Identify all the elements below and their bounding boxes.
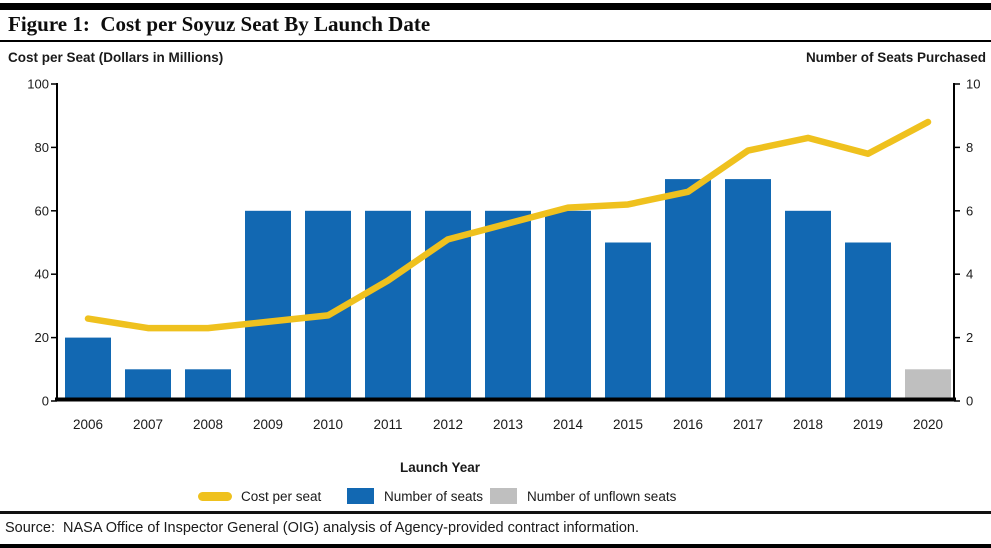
- legend-item-number-of-seats: Number of seats: [347, 486, 483, 506]
- bar-2013: [485, 210, 531, 401]
- left-axis-tick-label: 100: [27, 77, 49, 92]
- x-axis-tick-label: 2017: [733, 417, 763, 432]
- x-axis-tick-label: 2008: [193, 417, 223, 432]
- bar-2020: [905, 369, 951, 401]
- bar-2011: [365, 210, 411, 401]
- x-axis-tick-label: 2012: [433, 417, 463, 432]
- right-axis-tick-label: 2: [966, 330, 973, 345]
- bottom-border-rule: [0, 544, 991, 548]
- left-axis-tick-label: 40: [35, 267, 49, 282]
- x-axis-tick-labels: 2006 2007 2008 2009 2010 2011 2012 2013 2014 2015…: [73, 417, 943, 432]
- legend-label-number-of-seats: Number of seats: [384, 488, 484, 504]
- x-axis-tick-label: 2013: [493, 417, 523, 432]
- source-note: Source: NASA Office of Inspector General…: [5, 520, 639, 536]
- x-axis-tick-label: 2014: [553, 417, 584, 432]
- right-axis-tick-label: 0: [966, 394, 973, 409]
- x-axis-tick-label: 2016: [673, 417, 703, 432]
- x-axis-title: Launch Year: [399, 460, 481, 475]
- bar-2015: [605, 242, 651, 401]
- legend-label-cost-per-seat: Cost per seat: [241, 488, 322, 504]
- top-border-rule: [0, 3, 991, 10]
- bar-2009: [245, 210, 291, 401]
- right-axis-title: Number of Seats Purchased: [805, 50, 986, 65]
- number-of-seats-swatch: [347, 488, 374, 504]
- left-axis-tick-label: 20: [35, 330, 49, 345]
- left-axis-tick-label: 0: [42, 394, 49, 409]
- x-axis-tick-label: 2010: [313, 417, 343, 432]
- x-axis-tick-label: 2007: [133, 417, 163, 432]
- right-axis-tick-label: 6: [966, 203, 973, 218]
- x-axis-line: [55, 397, 956, 402]
- x-axis-tick-label: 2006: [73, 417, 103, 432]
- left-axis-tick-label: 60: [35, 203, 49, 218]
- figure-title: Figure 1: Cost per Soyuz Seat By Launch …: [8, 12, 431, 36]
- x-axis-tick-label: 2011: [373, 417, 402, 432]
- legend-item-number-of-unflown-seats: Number of unflown seats: [490, 486, 676, 506]
- legend-label-number-of-unflown-seats: Number of unflown seats: [527, 488, 677, 504]
- cost-per-seat-line-swatch: [198, 491, 232, 501]
- left-axis-title: Cost per Seat (Dollars in Millions): [8, 50, 224, 65]
- bars-number-of-seats: [65, 179, 891, 401]
- bar-2016: [665, 179, 711, 401]
- right-axis-tick-label: 10: [966, 77, 980, 92]
- bar-2014: [545, 210, 591, 401]
- left-axis-tick-label: 80: [35, 140, 49, 155]
- x-axis-tick-label: 2015: [613, 417, 643, 432]
- right-axis-tick-label: 4: [966, 267, 973, 282]
- bar-2018: [785, 210, 831, 401]
- left-axis-ticks: 0 20 40 60 80 100: [27, 77, 57, 409]
- bar-2017: [725, 179, 771, 401]
- bar-2006: [65, 337, 111, 401]
- number-of-unflown-seats-swatch: [490, 488, 517, 504]
- x-axis-tick-label: 2009: [253, 417, 283, 432]
- title-underline-rule: [0, 40, 991, 42]
- right-axis-tick-label: 8: [966, 140, 973, 155]
- bar-2007: [125, 369, 171, 401]
- bar-2008: [185, 369, 231, 401]
- legend-item-cost-per-seat: Cost per seat: [198, 486, 321, 506]
- x-axis-tick-label: 2018: [793, 417, 823, 432]
- source-divider-rule: [0, 511, 991, 514]
- cost-per-seat-line: [84, 118, 932, 332]
- bars-number-of-unflown-seats: [905, 369, 951, 401]
- bar-2019: [845, 242, 891, 401]
- x-axis-tick-label: 2019: [853, 417, 883, 432]
- x-axis-tick-label: 2020: [913, 417, 943, 432]
- axes: [55, 83, 956, 402]
- right-axis-ticks: 0 2 4 6 8 10: [954, 77, 980, 409]
